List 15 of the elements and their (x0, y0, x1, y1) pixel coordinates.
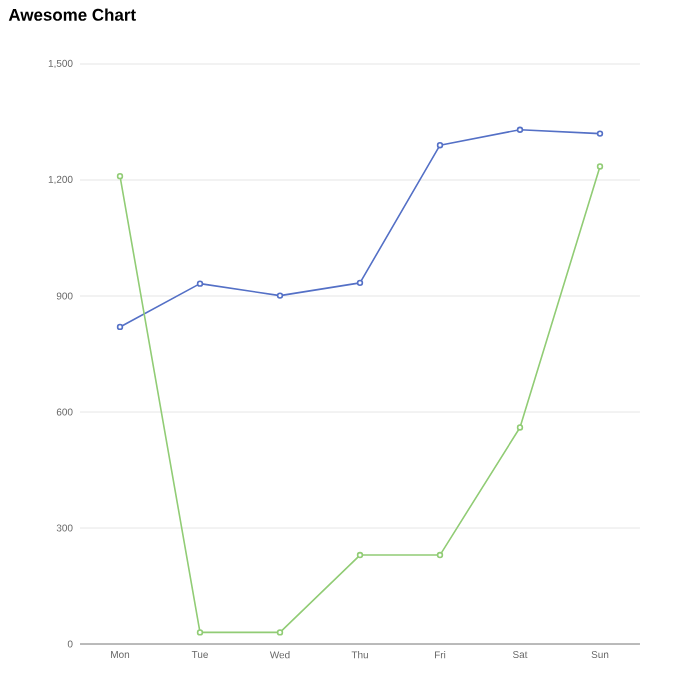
point (276, 629, 284, 636)
point (436, 551, 444, 559)
point (276, 292, 284, 299)
point (596, 130, 604, 137)
chart-title: Awesome Chart (8, 8, 136, 21)
point (356, 551, 364, 559)
point (116, 323, 124, 331)
point (356, 279, 364, 287)
point (436, 142, 444, 149)
point (516, 424, 524, 431)
point (516, 126, 524, 133)
point (196, 280, 204, 287)
point (196, 629, 204, 636)
point (596, 163, 604, 170)
point (116, 172, 124, 180)
